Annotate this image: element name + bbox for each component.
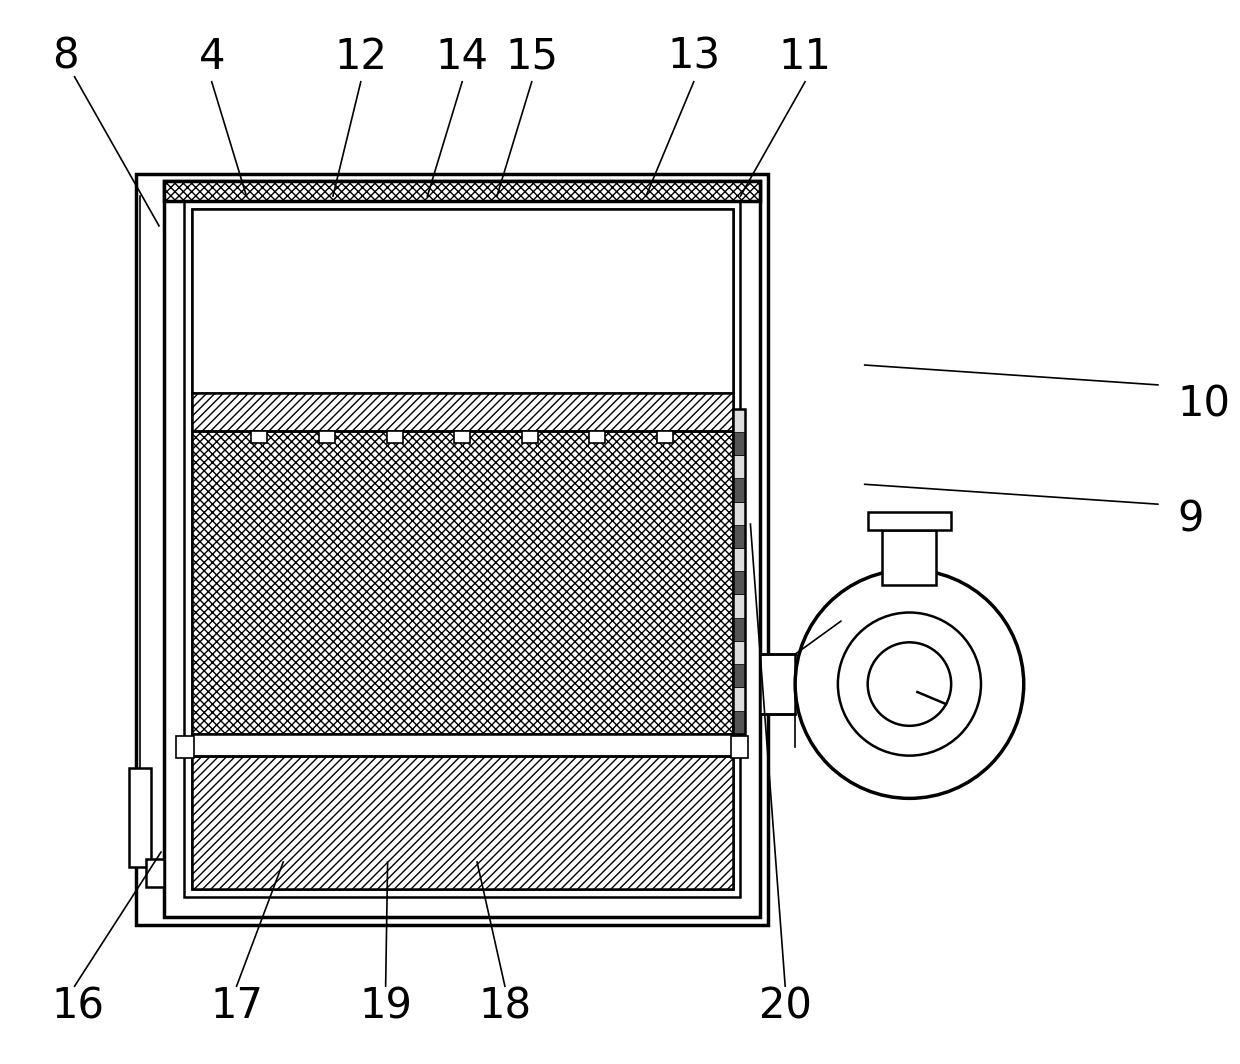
Bar [136,174,769,925]
Circle shape [838,613,981,755]
Bar [252,431,268,443]
Bar [176,735,193,758]
Bar [164,181,760,201]
Circle shape [868,643,951,726]
Bar [733,525,745,548]
Bar [733,595,745,618]
Bar [522,431,538,443]
Bar [730,735,749,758]
Bar [733,571,745,595]
Bar [184,201,740,897]
Bar [882,530,936,585]
Text: 10: 10 [1178,384,1231,426]
Bar [733,641,745,664]
Text: 15: 15 [505,36,558,78]
Bar [733,409,745,432]
Bar [129,767,151,867]
Bar [733,618,745,641]
Text: 8: 8 [52,36,78,78]
Text: 11: 11 [779,36,832,78]
Bar [657,431,673,443]
Bar [387,431,403,443]
Bar [192,755,733,888]
Text: 14: 14 [435,36,489,78]
Bar [454,431,470,443]
Bar [589,431,605,443]
Bar [733,479,745,501]
Bar [192,393,733,431]
Bar [733,711,745,734]
Bar [868,512,951,530]
Bar [319,431,335,443]
Bar [733,409,745,734]
Text: 19: 19 [360,985,412,1027]
Text: 16: 16 [52,985,104,1027]
Text: 9: 9 [1178,498,1204,541]
Bar [733,664,745,687]
Bar [192,209,733,393]
Bar [192,431,733,734]
Bar [164,181,760,917]
Bar [192,431,733,734]
Bar [733,455,745,479]
Text: 17: 17 [210,985,263,1027]
Bar [192,734,733,755]
Bar [192,393,733,431]
Text: 13: 13 [667,36,720,78]
Bar [164,181,760,201]
Bar [733,432,745,455]
Bar [146,859,164,886]
Bar [192,755,733,888]
Text: 20: 20 [759,985,812,1027]
Bar [733,687,745,711]
Bar [733,501,745,525]
Circle shape [795,569,1024,798]
Bar [760,654,795,714]
Text: 18: 18 [479,985,532,1027]
Bar [733,548,745,571]
Bar [192,209,733,888]
Text: 4: 4 [198,36,224,78]
Text: 12: 12 [335,36,387,78]
